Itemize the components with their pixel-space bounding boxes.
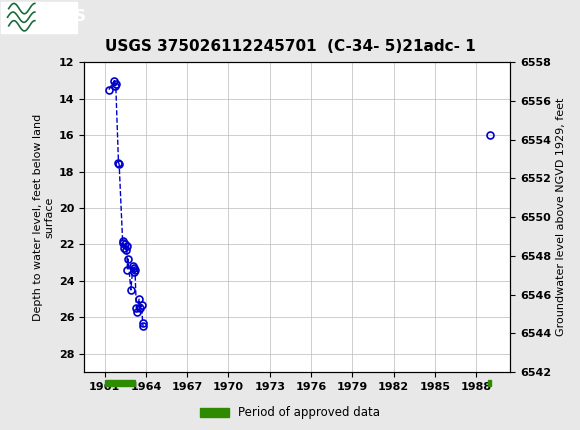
- Bar: [1, 2, 77, 33]
- Legend: Period of approved data: Period of approved data: [195, 402, 385, 424]
- Text: USGS: USGS: [39, 9, 86, 24]
- Y-axis label: Groundwater level above NGVD 1929, feet: Groundwater level above NGVD 1929, feet: [556, 98, 566, 336]
- Y-axis label: Depth to water level, feet below land
surface: Depth to water level, feet below land su…: [33, 114, 55, 321]
- Text: USGS 375026112245701  (C-34- 5)21adc- 1: USGS 375026112245701 (C-34- 5)21adc- 1: [104, 39, 476, 54]
